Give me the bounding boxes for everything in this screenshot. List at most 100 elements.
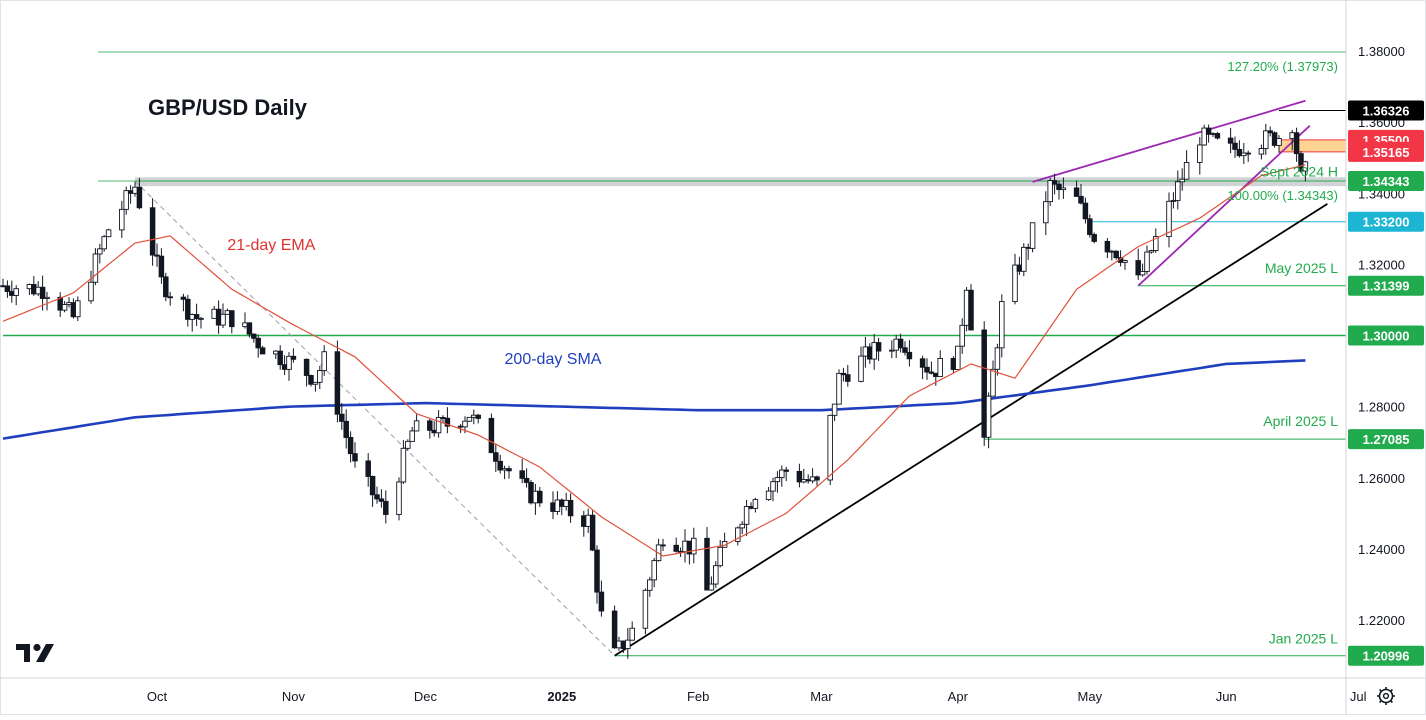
candle-body: [466, 416, 473, 422]
candles-layer[interactable]: [0, 123, 1309, 659]
candle: [783, 466, 789, 482]
y-tick-label-3: 1.32000: [1358, 257, 1405, 272]
candle: [704, 526, 710, 591]
candle-body: [1135, 260, 1141, 276]
candle-body: [343, 420, 349, 438]
candle: [796, 463, 803, 488]
candle: [897, 333, 904, 353]
candle: [97, 243, 103, 264]
candle: [374, 486, 380, 504]
candle-body: [1201, 127, 1207, 146]
candle-body: [462, 420, 468, 428]
sma200-line: [2, 359, 1306, 440]
candle: [928, 361, 935, 375]
candle-body: [1091, 234, 1097, 242]
price-badge-6: [1348, 325, 1424, 346]
candle-body: [1263, 130, 1269, 149]
candle-body: [1109, 250, 1115, 253]
price-badge-label-0: 1.36326: [1363, 104, 1410, 119]
candle-body: [801, 479, 807, 483]
candle-body: [1214, 133, 1221, 139]
candle-body: [352, 453, 358, 462]
candle-body: [770, 481, 776, 492]
candle-body: [167, 296, 173, 299]
trendlines-layer: [134, 99, 1328, 657]
candle: [44, 291, 50, 311]
candle: [101, 234, 107, 252]
candle-body: [1267, 130, 1273, 134]
candle-body: [871, 342, 877, 360]
candle: [1139, 263, 1146, 277]
candle: [743, 499, 750, 537]
y-tick-label-0: 1.38000: [1358, 44, 1405, 59]
chart-title: GBP/USD Daily: [148, 95, 308, 120]
candle: [1060, 177, 1067, 199]
candle: [567, 493, 574, 523]
candle: [13, 285, 19, 306]
candle: [981, 321, 987, 446]
candle-body: [440, 417, 446, 419]
candle-body: [493, 452, 499, 462]
candle-body: [559, 499, 565, 507]
candle: [1113, 250, 1119, 260]
candle: [845, 364, 851, 387]
candle-body: [550, 502, 556, 512]
candle-body: [75, 300, 81, 318]
candle: [246, 322, 253, 338]
candle-body: [1056, 183, 1062, 191]
candle: [365, 453, 371, 487]
candle-body: [246, 322, 253, 335]
tradingview-logo-icon[interactable]: [16, 643, 54, 662]
candle-body: [1104, 240, 1111, 253]
candle-body: [933, 372, 939, 377]
candle: [642, 588, 649, 635]
levels-layer: [3, 51, 1346, 657]
candle-body: [981, 329, 987, 438]
x-tick-label-3: 2025: [547, 689, 576, 704]
candle: [673, 537, 679, 553]
gear-icon[interactable]: [1377, 687, 1395, 705]
candle: [378, 489, 385, 508]
candle-body: [88, 281, 94, 302]
candle: [154, 243, 160, 267]
candle: [924, 358, 930, 380]
candle-body: [457, 425, 464, 428]
time-axis[interactable]: OctNovDec2025FebMarAprMayJunJulAug: [147, 689, 1426, 704]
candle-body: [827, 414, 833, 481]
candle-body: [1087, 218, 1093, 235]
candle-body: [1241, 152, 1247, 157]
candle-body: [475, 414, 481, 419]
candle: [1197, 137, 1203, 175]
price-badge-label-6: 1.30000: [1363, 329, 1410, 344]
candle: [167, 291, 173, 306]
candle: [779, 465, 785, 487]
candle: [625, 627, 631, 659]
candle: [752, 497, 759, 513]
candle-body: [783, 469, 789, 472]
zones-layer: [135, 139, 1346, 187]
candle-body: [189, 314, 195, 320]
candle-body: [321, 351, 327, 372]
candle: [493, 443, 499, 472]
candle: [1104, 237, 1111, 258]
candle-body: [70, 302, 77, 318]
candle-body: [589, 514, 596, 551]
candle-body: [123, 190, 129, 210]
candle: [1029, 222, 1036, 253]
candle-body: [937, 358, 943, 377]
candle: [739, 521, 745, 535]
candle-body: [691, 537, 697, 555]
price-badge-label-2: 1.35165: [1363, 145, 1410, 160]
candle-body: [963, 289, 970, 326]
candle: [814, 475, 820, 486]
candle-body: [383, 500, 389, 515]
candle: [303, 358, 310, 387]
rising-support-line: [614, 203, 1328, 657]
candle: [180, 293, 187, 312]
candle-body: [431, 429, 437, 434]
candle: [1214, 131, 1221, 140]
candle-body: [1139, 271, 1146, 276]
candle-body: [673, 544, 679, 552]
candle: [1258, 144, 1265, 160]
